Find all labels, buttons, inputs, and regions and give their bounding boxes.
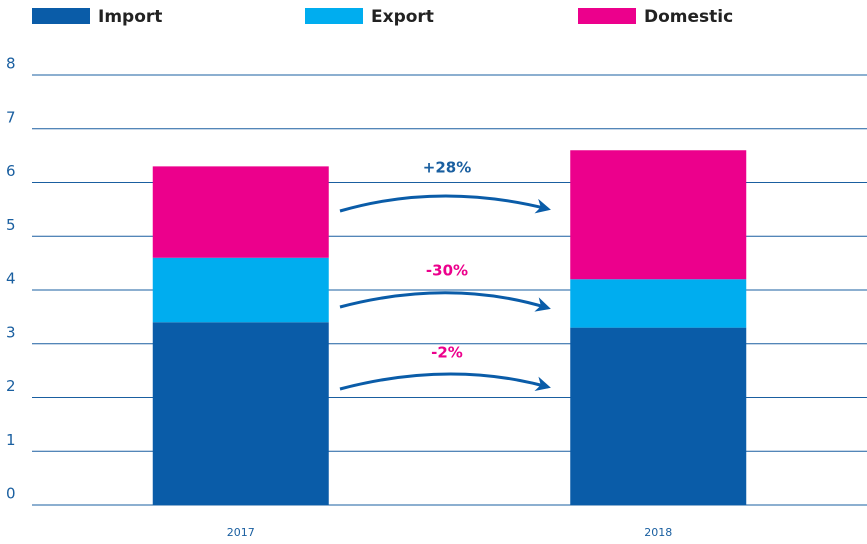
annotation: +28% — [423, 159, 471, 177]
arrow — [339, 291, 551, 312]
bar-segment — [152, 257, 329, 323]
y-tick-label: 0 — [6, 485, 16, 503]
bar-segment — [152, 166, 329, 258]
y-tick-label: 1 — [6, 431, 16, 449]
y-tick-label: 6 — [6, 162, 16, 180]
annotation: -2% — [431, 344, 463, 362]
annotation: -30% — [426, 262, 468, 280]
y-tick-label: 8 — [6, 55, 16, 73]
bar-segment — [570, 327, 747, 505]
bar-segment — [152, 322, 329, 505]
arrows — [339, 194, 551, 392]
bar-segment — [570, 279, 747, 328]
y-tick-label: 5 — [6, 216, 16, 234]
legend-label: Import — [98, 7, 162, 27]
arrow — [339, 372, 551, 392]
y-tick-label: 4 — [6, 270, 16, 288]
legend-label: Export — [371, 7, 434, 27]
bar-segment — [570, 150, 747, 280]
y-tick-label: 3 — [6, 323, 16, 341]
legend-label: Domestic — [644, 7, 733, 27]
legend-swatch — [305, 8, 363, 24]
y-tick-label: 7 — [6, 108, 16, 126]
y-tick-label: 2 — [6, 377, 16, 395]
legend-swatch — [32, 8, 90, 24]
legend-swatch — [578, 8, 636, 24]
arrow — [339, 194, 551, 214]
x-tick-label: 2017 — [227, 526, 255, 539]
x-tick-label: 2018 — [644, 526, 672, 539]
